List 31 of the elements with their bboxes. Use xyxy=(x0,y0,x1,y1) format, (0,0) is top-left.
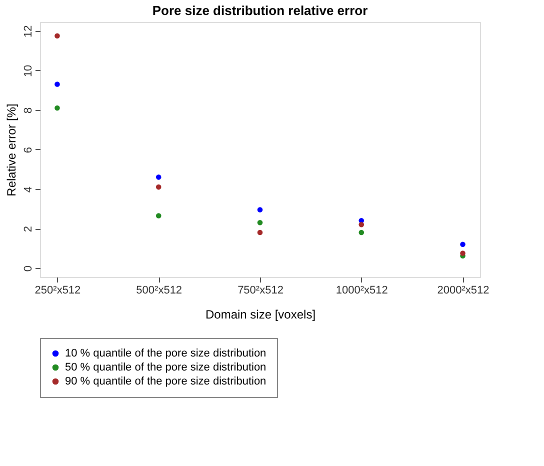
x-tick-label: 250²x512 xyxy=(34,284,81,296)
point xyxy=(54,82,60,87)
legend-label: 10 % quantile of the pore size distribution xyxy=(65,348,266,360)
point xyxy=(358,230,364,236)
y-tick-label: 10 xyxy=(22,64,34,78)
point xyxy=(54,33,60,38)
legend-label: 90 % quantile of the pore size distribution xyxy=(65,376,266,388)
point xyxy=(257,220,263,226)
x-tick-label: 500²x512 xyxy=(136,284,182,296)
y-axis-title: Relative error [%] xyxy=(4,104,18,196)
legend-label: 50 % quantile of the pore size distribution xyxy=(65,362,266,374)
point xyxy=(460,242,466,248)
x-tick-label: 2000²x512 xyxy=(437,284,490,296)
y-tick-label: 12 xyxy=(22,25,34,38)
y-tick-label: 8 xyxy=(22,107,34,114)
y-tick-label: 0 xyxy=(22,266,34,272)
point xyxy=(257,230,263,236)
point xyxy=(156,213,162,218)
y-tick-label: 6 xyxy=(22,146,34,154)
y-tick-label: 2 xyxy=(22,226,34,232)
point xyxy=(358,222,364,228)
y-tick-label: 4 xyxy=(22,186,34,193)
point xyxy=(257,207,263,212)
point xyxy=(460,250,466,256)
x-tick-label: 1000²x512 xyxy=(336,284,388,296)
x-axis-title: Domain size [voxels] xyxy=(205,308,316,322)
point xyxy=(54,105,60,111)
point xyxy=(156,184,162,190)
x-tick-label: 750²x512 xyxy=(238,284,284,296)
chart-title: Pore size distribution relative error xyxy=(152,3,368,18)
point xyxy=(156,174,162,180)
